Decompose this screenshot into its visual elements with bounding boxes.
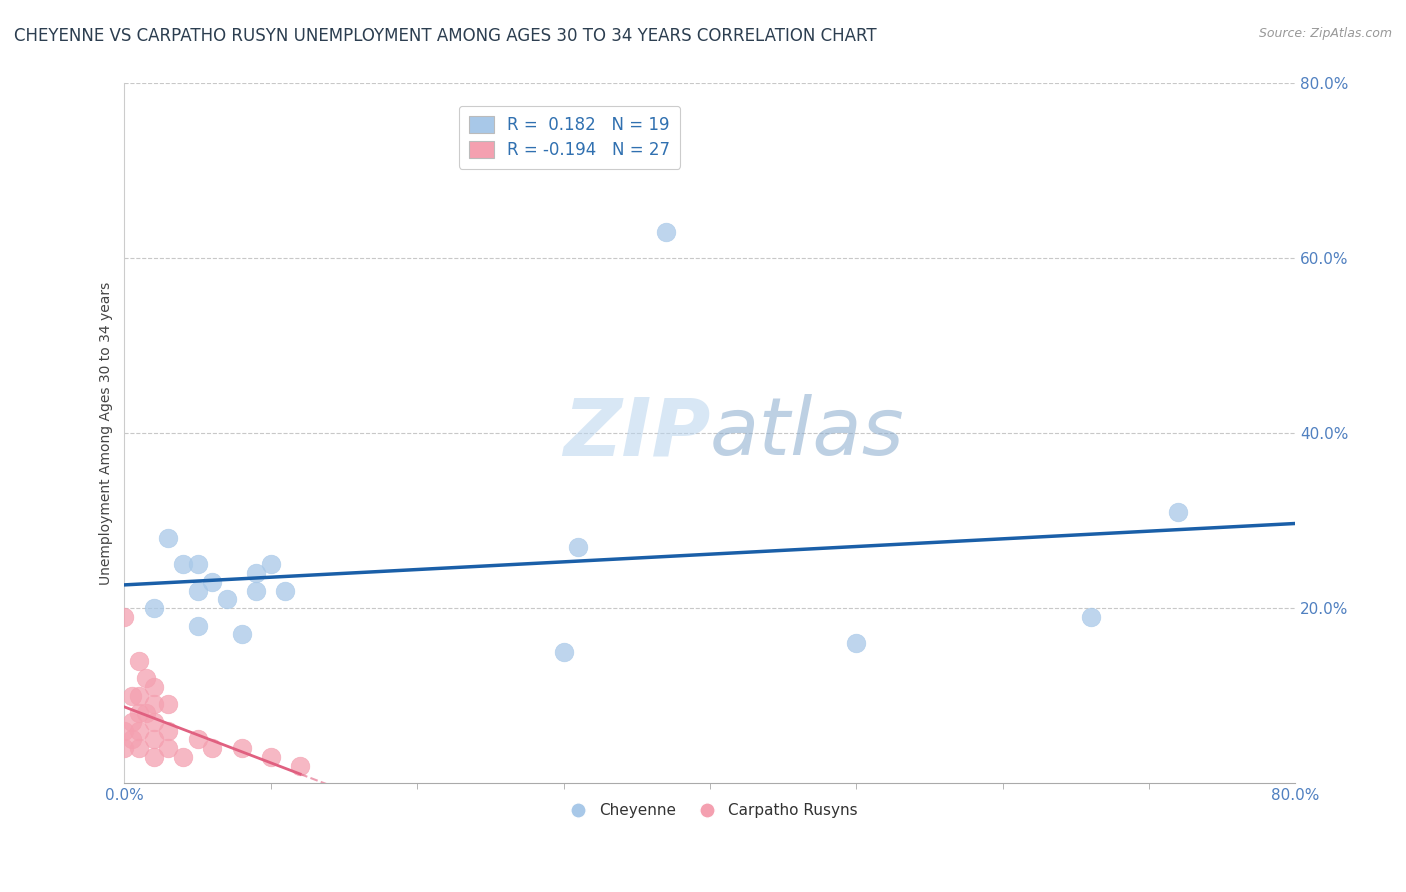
Point bbox=[1167, 505, 1189, 519]
Point bbox=[260, 558, 283, 572]
Point bbox=[135, 706, 157, 720]
Point bbox=[655, 225, 678, 239]
Point bbox=[157, 698, 180, 712]
Point bbox=[274, 583, 297, 598]
Point bbox=[128, 654, 150, 668]
Point bbox=[114, 741, 136, 756]
Point bbox=[142, 732, 165, 747]
Point bbox=[187, 618, 209, 632]
Point bbox=[201, 574, 224, 589]
Point bbox=[135, 671, 157, 685]
Point bbox=[114, 723, 136, 738]
Point bbox=[567, 540, 589, 554]
Point bbox=[260, 749, 283, 764]
Point bbox=[172, 749, 194, 764]
Point bbox=[172, 558, 194, 572]
Point bbox=[142, 749, 165, 764]
Point bbox=[187, 583, 209, 598]
Point bbox=[157, 741, 180, 756]
Point bbox=[245, 583, 267, 598]
Point bbox=[245, 566, 267, 581]
Point bbox=[288, 758, 311, 772]
Text: atlas: atlas bbox=[710, 394, 904, 472]
Text: ZIP: ZIP bbox=[562, 394, 710, 472]
Point bbox=[215, 592, 238, 607]
Point bbox=[128, 706, 150, 720]
Point bbox=[157, 723, 180, 738]
Point bbox=[157, 531, 180, 545]
Text: CHEYENNE VS CARPATHO RUSYN UNEMPLOYMENT AMONG AGES 30 TO 34 YEARS CORRELATION CH: CHEYENNE VS CARPATHO RUSYN UNEMPLOYMENT … bbox=[14, 27, 877, 45]
Point bbox=[187, 558, 209, 572]
Point bbox=[121, 714, 143, 729]
Legend: Cheyenne, Carpatho Rusyns: Cheyenne, Carpatho Rusyns bbox=[557, 797, 863, 824]
Point bbox=[553, 645, 575, 659]
Point bbox=[845, 636, 868, 650]
Point bbox=[1080, 610, 1102, 624]
Y-axis label: Unemployment Among Ages 30 to 34 years: Unemployment Among Ages 30 to 34 years bbox=[100, 282, 114, 585]
Point bbox=[142, 601, 165, 615]
Text: Source: ZipAtlas.com: Source: ZipAtlas.com bbox=[1258, 27, 1392, 40]
Point bbox=[128, 689, 150, 703]
Point bbox=[231, 627, 253, 641]
Point bbox=[128, 723, 150, 738]
Point bbox=[187, 732, 209, 747]
Point bbox=[121, 732, 143, 747]
Point bbox=[114, 610, 136, 624]
Point bbox=[231, 741, 253, 756]
Point bbox=[142, 680, 165, 694]
Point bbox=[142, 698, 165, 712]
Point bbox=[142, 714, 165, 729]
Point bbox=[128, 741, 150, 756]
Point bbox=[121, 689, 143, 703]
Point bbox=[201, 741, 224, 756]
